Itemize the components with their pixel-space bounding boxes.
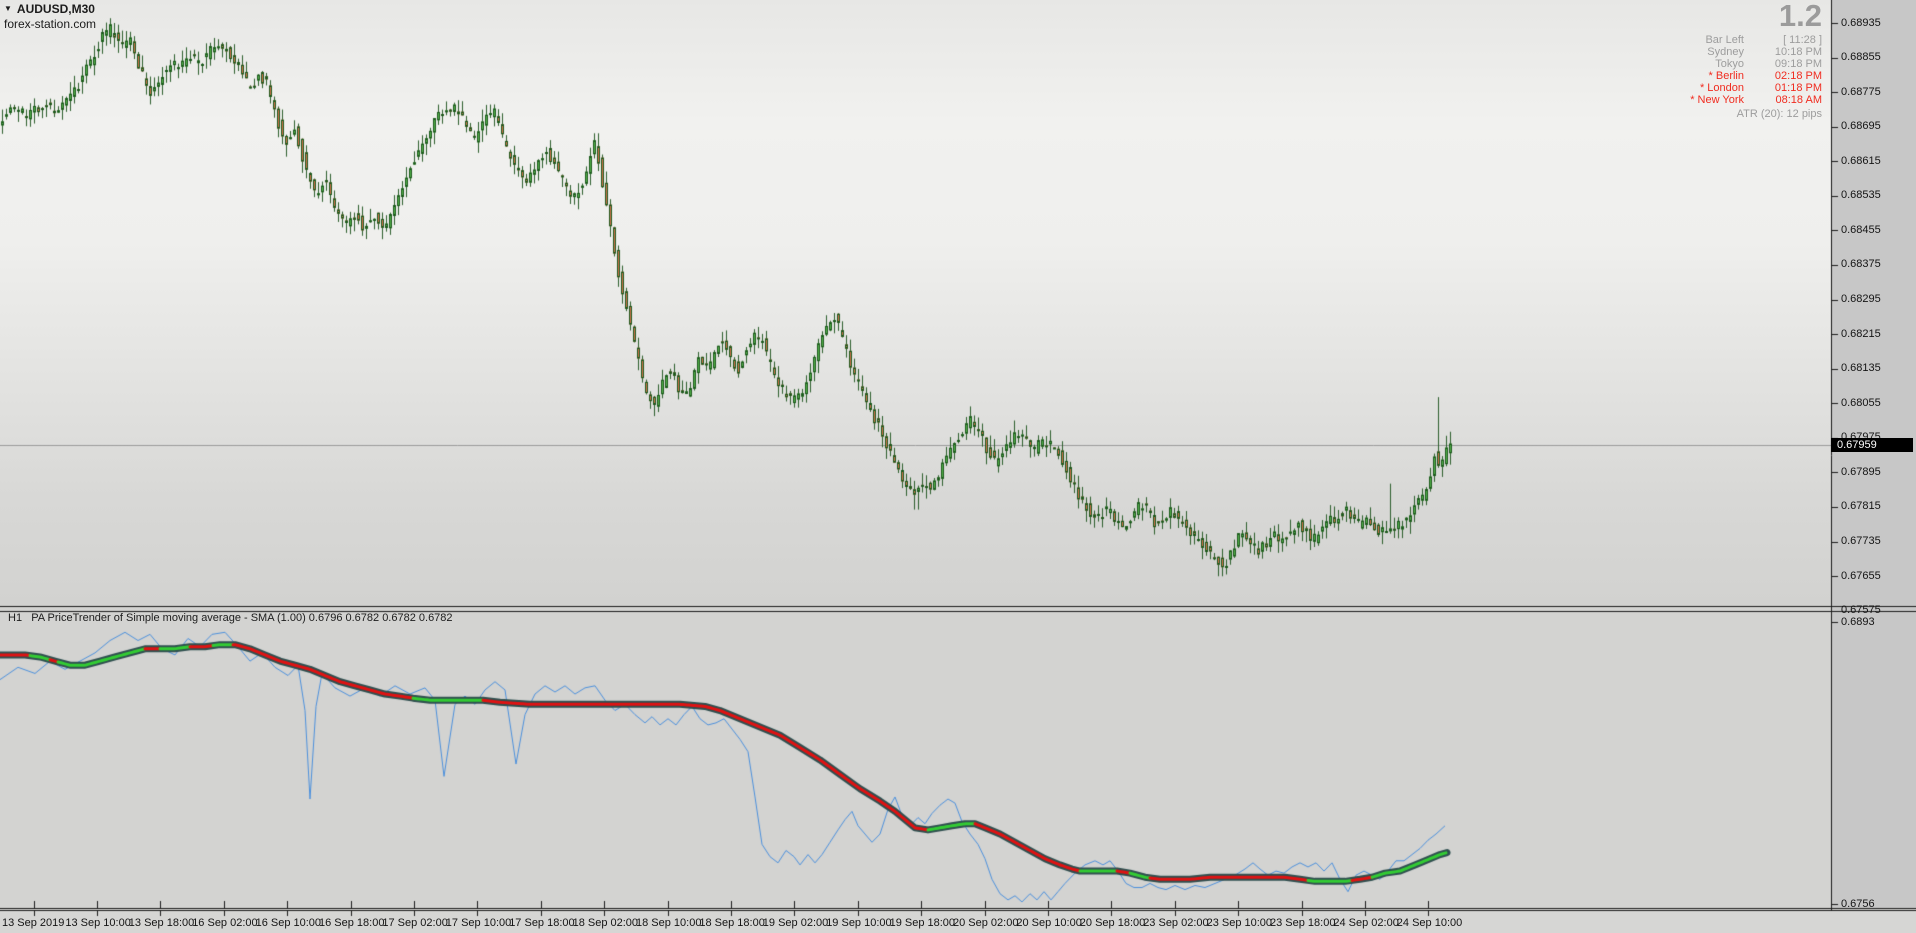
time-tick-label: 20 Sep 02:00 xyxy=(953,917,1019,929)
price-tick-label: 0.68855 xyxy=(1841,51,1881,64)
price-tick-label: 0.68615 xyxy=(1841,154,1881,167)
time-tick-label: 17 Sep 02:00 xyxy=(382,917,448,929)
time-tick-label: 13 Sep 10:00 xyxy=(65,917,131,929)
price-tick-label: 0.67895 xyxy=(1841,465,1881,478)
clock-rows: Bar Left [ 11:28 ] Sydney 10:18 PM Tokyo 09:1… xyxy=(1690,34,1822,106)
price-tick-label: 0.68775 xyxy=(1841,85,1881,98)
price-tick-label: 0.68375 xyxy=(1841,258,1881,271)
clock-time-value: 09:18 PM xyxy=(1774,58,1822,70)
price-tick-label: 0.68535 xyxy=(1841,189,1881,202)
time-tick-label: 23 Sep 02:00 xyxy=(1143,917,1209,929)
price-tick-label: 0.68695 xyxy=(1841,120,1881,133)
time-tick-label: 17 Sep 18:00 xyxy=(509,917,575,929)
clock-city-label: Sydney xyxy=(1707,46,1744,58)
clock-city-label: Tokyo xyxy=(1715,58,1744,70)
price-tick-label: 0.68295 xyxy=(1841,293,1881,306)
clock-city-label: * Berlin xyxy=(1708,70,1744,82)
time-tick-label: 19 Sep 10:00 xyxy=(826,917,892,929)
time-tick-label: 24 Sep 02:00 xyxy=(1333,917,1399,929)
chevron-down-icon[interactable]: ▼ xyxy=(4,4,12,13)
time-tick-label: 20 Sep 10:00 xyxy=(1016,917,1082,929)
time-tick-label: 17 Sep 10:00 xyxy=(445,917,512,929)
clock-time-value: 10:18 PM xyxy=(1774,46,1822,58)
price-tick-label: 0.68455 xyxy=(1841,223,1881,236)
time-tick-label: 18 Sep 02:00 xyxy=(572,917,639,929)
time-tick-label: 16 Sep 18:00 xyxy=(319,917,385,929)
price-tick-label: 0.68135 xyxy=(1841,362,1881,375)
symbol-block: ▼ AUDUSD,M30 forex-station.com xyxy=(4,2,96,31)
version-label: 1.2 xyxy=(1778,0,1822,33)
time-tick-label: 16 Sep 10:00 xyxy=(255,917,322,929)
indicator-tick-label: 0.6893 xyxy=(1841,615,1875,628)
time-tick-label: 19 Sep 02:00 xyxy=(762,917,829,929)
price-tick-label: 0.67735 xyxy=(1841,535,1881,548)
clock-city-label: * New York xyxy=(1690,94,1744,106)
time-tick-label: 24 Sep 10:00 xyxy=(1396,917,1463,929)
clock-city-label: * London xyxy=(1699,82,1744,94)
price-tick-label: 0.68055 xyxy=(1841,396,1881,409)
time-tick-label: 13 Sep 18:00 xyxy=(128,917,195,929)
time-tick-label: 16 Sep 02:00 xyxy=(192,917,258,929)
time-tick-label: 23 Sep 10:00 xyxy=(1206,917,1273,929)
time-tick-label: 18 Sep 10:00 xyxy=(636,917,702,929)
atr-label: ATR (20): 12 pips xyxy=(1736,108,1822,120)
price-tick-label: 0.67655 xyxy=(1841,569,1881,582)
price-tick-label: 0.67815 xyxy=(1841,500,1881,513)
clock-time-value: 02:18 PM xyxy=(1774,70,1822,82)
time-tick-label: 18 Sep 18:00 xyxy=(699,917,765,929)
current-price-badge: 0.67959 xyxy=(1831,438,1913,452)
clock-time-value: 08:18 AM xyxy=(1775,94,1822,106)
price-tick-label: 0.68215 xyxy=(1841,327,1881,340)
price-tick-label: 0.67575 xyxy=(1841,604,1881,617)
symbol-period-label: AUDUSD,M30 xyxy=(16,2,95,16)
time-tick-label: 19 Sep 18:00 xyxy=(889,917,956,929)
price-tick-label: 0.68935 xyxy=(1841,16,1881,29)
time-tick-label: 13 Sep 2019 xyxy=(2,917,65,929)
time-tick-label: 23 Sep 18:00 xyxy=(1270,917,1336,929)
clock-city-label: Bar Left xyxy=(1705,34,1744,46)
clock-time-value: 01:18 PM xyxy=(1774,82,1822,94)
clock-time-value: [ 11:28 ] xyxy=(1783,34,1822,46)
indicator-header: H1 PA PriceTrender of Simple moving aver… xyxy=(8,612,453,624)
market-clock-panel: 1.2 Bar Left [ 11:28 ] Sydney 10:18 PM Tokyo… xyxy=(1690,0,1822,120)
indicator-tick-label: 0.6756 xyxy=(1841,897,1875,910)
time-tick-label: 20 Sep 18:00 xyxy=(1079,917,1146,929)
watermark-text: forex-station.com xyxy=(4,17,97,31)
